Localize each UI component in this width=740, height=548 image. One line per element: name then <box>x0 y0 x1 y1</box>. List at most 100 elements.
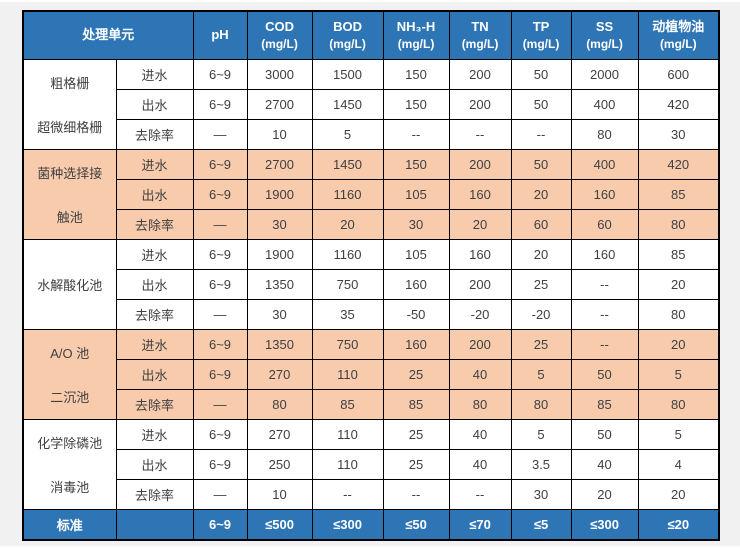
treatment-process-water-quality-table: 处理单元 pH COD (mg/L) BOD (mg/L) NH₃-H (mg/L) … <box>22 10 721 541</box>
data-cell: 10 <box>246 478 313 510</box>
ph-cell: 6~9 <box>192 88 248 120</box>
header-bod: BOD (mg/L) <box>311 10 384 60</box>
header-tn-label: TN <box>471 19 489 35</box>
row-label: 出水 <box>115 88 194 120</box>
data-cell: -- <box>448 478 512 510</box>
data-cell: 1350 <box>246 328 313 360</box>
unit-label-box: 菌种选择接 触池 <box>24 150 115 238</box>
data-cell: 80 <box>246 388 313 420</box>
row-label: 进水 <box>115 148 194 180</box>
data-cell: 80 <box>637 298 720 330</box>
ph-cell: — <box>192 208 248 240</box>
data-cell: -- <box>448 118 512 150</box>
data-cell: -- <box>382 478 450 510</box>
table-row: 出水 6~9 270 110 25 40 5 50 5 <box>23 358 720 390</box>
data-cell: 400 <box>570 148 639 180</box>
data-cell: 40 <box>448 418 512 450</box>
data-cell: 30 <box>510 478 572 510</box>
data-cell: 3.5 <box>510 448 572 480</box>
ph-cell: 6~9 <box>192 418 248 450</box>
data-cell: 110 <box>311 448 384 480</box>
data-cell: 5 <box>510 418 572 450</box>
header-bod-unit: (mg/L) <box>329 36 366 51</box>
data-cell: 150 <box>382 58 450 90</box>
ph-cell: — <box>192 478 248 510</box>
data-cell: 85 <box>637 238 720 270</box>
data-cell: 150 <box>382 88 450 120</box>
data-cell: 20 <box>311 208 384 240</box>
ph-cell: 6~9 <box>192 148 248 180</box>
data-cell: 40 <box>448 448 512 480</box>
unit-label-box: 粗格栅 超微细格栅 <box>24 60 115 148</box>
data-cell: 750 <box>311 328 384 360</box>
data-cell: 30 <box>382 208 450 240</box>
data-cell: 80 <box>448 388 512 420</box>
header-tn-unit: (mg/L) <box>461 36 499 51</box>
data-cell: 750 <box>311 268 384 300</box>
data-cell: -- <box>570 268 639 300</box>
standard-value: ≤20 <box>637 508 720 541</box>
header-ss: SS (mg/L) <box>570 10 639 60</box>
table-row: 出水 6~9 1900 1160 105 160 20 160 85 <box>23 178 720 210</box>
unit-line: 水解酸化池 <box>37 277 103 293</box>
data-cell: 420 <box>637 148 720 180</box>
standard-value: ≤300 <box>570 508 639 541</box>
table-row: 去除率 — 30 20 30 20 60 60 80 <box>23 208 720 240</box>
ph-cell: 6~9 <box>192 238 248 270</box>
header-treatment-unit: 处理单元 <box>22 10 194 60</box>
data-cell: 160 <box>382 328 450 360</box>
data-cell: 20 <box>637 268 720 300</box>
ph-cell: 6~9 <box>192 328 248 360</box>
data-cell: 35 <box>311 298 384 330</box>
data-cell: 110 <box>311 358 384 390</box>
data-cell: 50 <box>570 418 639 450</box>
data-cell: 40 <box>448 358 512 390</box>
row-label: 出水 <box>115 448 194 480</box>
header-cod: COD (mg/L) <box>246 10 313 60</box>
data-cell: 5 <box>510 358 572 390</box>
standard-empty-cell <box>115 508 194 541</box>
data-cell: 270 <box>246 418 313 450</box>
data-cell: 1450 <box>311 148 384 180</box>
data-cell: 1160 <box>311 178 384 210</box>
data-cell: 60 <box>510 208 572 240</box>
data-cell: 20 <box>510 238 572 270</box>
data-cell: 20 <box>570 478 639 510</box>
ph-cell: 6~9 <box>192 178 248 210</box>
data-cell: 1160 <box>311 238 384 270</box>
unit-line: 超微细格栅 <box>37 119 103 135</box>
data-cell: -- <box>311 478 384 510</box>
header-nh3h-label: NH₃-H <box>396 19 436 35</box>
data-cell: 20 <box>510 178 572 210</box>
data-cell: -- <box>382 118 450 150</box>
data-cell: 20 <box>637 328 720 360</box>
table-row: 出水 6~9 1350 750 160 200 25 -- 20 <box>23 268 720 300</box>
data-cell: 25 <box>382 358 450 390</box>
ph-cell: 6~9 <box>192 268 248 300</box>
data-cell: 80 <box>510 388 572 420</box>
unit-line: 化学除磷池 <box>37 435 103 451</box>
header-tn: TN (mg/L) <box>448 10 512 60</box>
data-cell: 160 <box>382 268 450 300</box>
data-cell: 85 <box>311 388 384 420</box>
data-cell: 200 <box>448 88 512 120</box>
header-cod-label: COD <box>265 19 294 35</box>
data-cell: 85 <box>382 388 450 420</box>
header-oil-label: 动植物油 <box>652 19 705 35</box>
unit-label-box: 化学除磷池 消毒池 <box>24 420 115 508</box>
ph-cell: 6~9 <box>192 448 248 480</box>
table-row: A/O 池 二沉池 进水 6~9 1350 750 160 200 25 -- … <box>22 328 720 420</box>
data-cell: 50 <box>510 88 572 120</box>
data-cell: 50 <box>510 58 572 90</box>
table-row: 去除率 — 10 5 -- -- -- 80 30 <box>23 118 720 150</box>
header-nh3h: NH₃-H (mg/L) <box>382 10 450 60</box>
unit-cell-strain-contact-tank: 菌种选择接 触池 <box>22 148 117 240</box>
table-row: 菌种选择接 触池 进水 6~9 2700 1450 150 200 50 400… <box>22 148 720 240</box>
data-cell: 1500 <box>311 58 384 90</box>
unit-line: 二沉池 <box>50 389 90 405</box>
data-cell: 200 <box>448 148 512 180</box>
table-row: 去除率 — 30 35 -50 -20 -20 -- 80 <box>23 298 720 330</box>
data-cell: 420 <box>637 88 720 120</box>
data-cell: -- <box>510 118 572 150</box>
